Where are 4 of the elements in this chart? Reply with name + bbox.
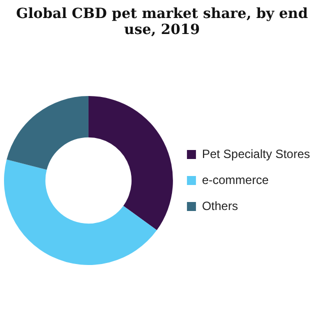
chart-title: Global CBD pet market share, by end use, 2019 <box>15 5 309 38</box>
legend-label: e-commerce <box>202 172 269 187</box>
legend-label: Pet Specialty Stores <box>202 146 310 161</box>
legend-label: Others <box>202 198 238 213</box>
